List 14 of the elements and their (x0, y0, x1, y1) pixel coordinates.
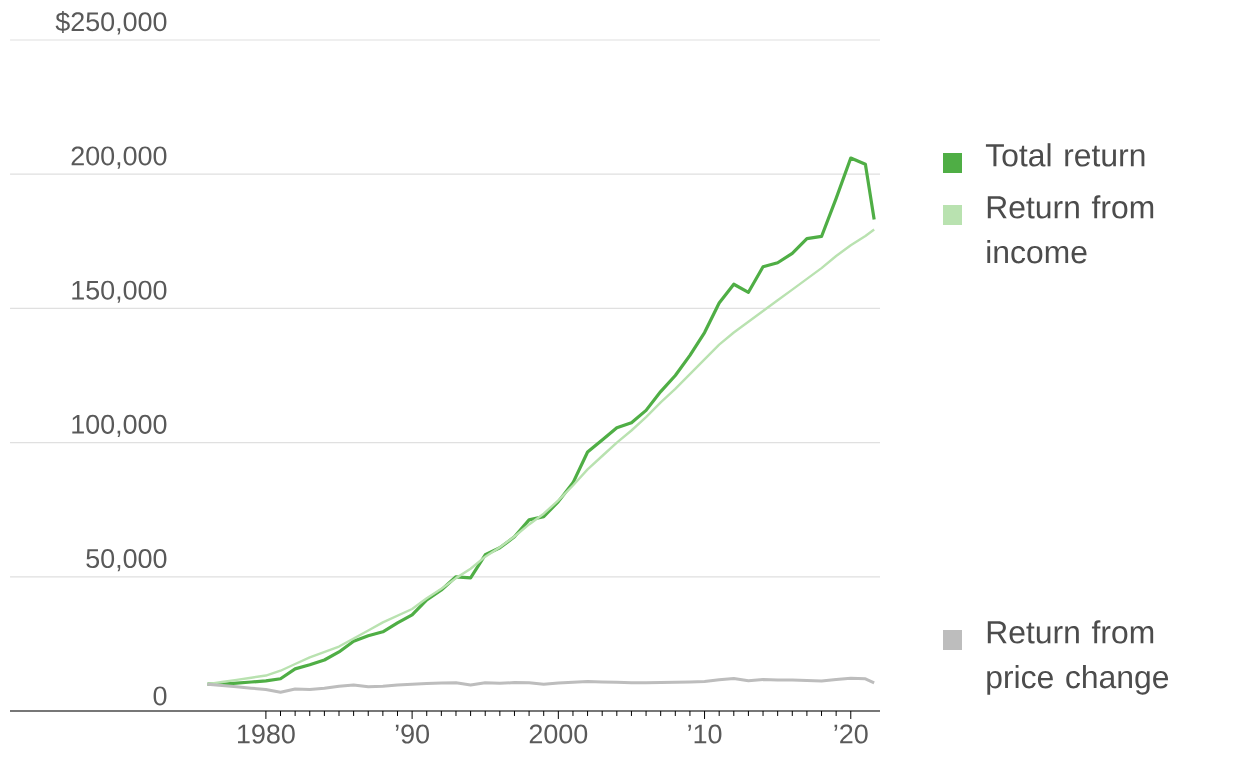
y-tick-label: $250,000 (55, 11, 167, 35)
x-tick-label: ’20 (834, 724, 868, 744)
y-tick-label: 0 (153, 686, 167, 706)
y-tick-label: 50,000 (86, 549, 167, 572)
legend-label: Total return (985, 143, 1145, 167)
y-tick-label: 200,000 (71, 146, 167, 169)
y-tick-label: 150,000 (72, 280, 167, 303)
x-tick-label: ’90 (395, 724, 429, 744)
legend-label: Return from income (987, 195, 1154, 264)
x-tick-label: 2000 (529, 724, 588, 744)
x-tick-label: 1980 (238, 724, 295, 744)
y-tick-label: 100,000 (72, 414, 167, 438)
legend-label: Return from price change (987, 620, 1169, 695)
x-tick-label: ’10 (688, 724, 722, 744)
